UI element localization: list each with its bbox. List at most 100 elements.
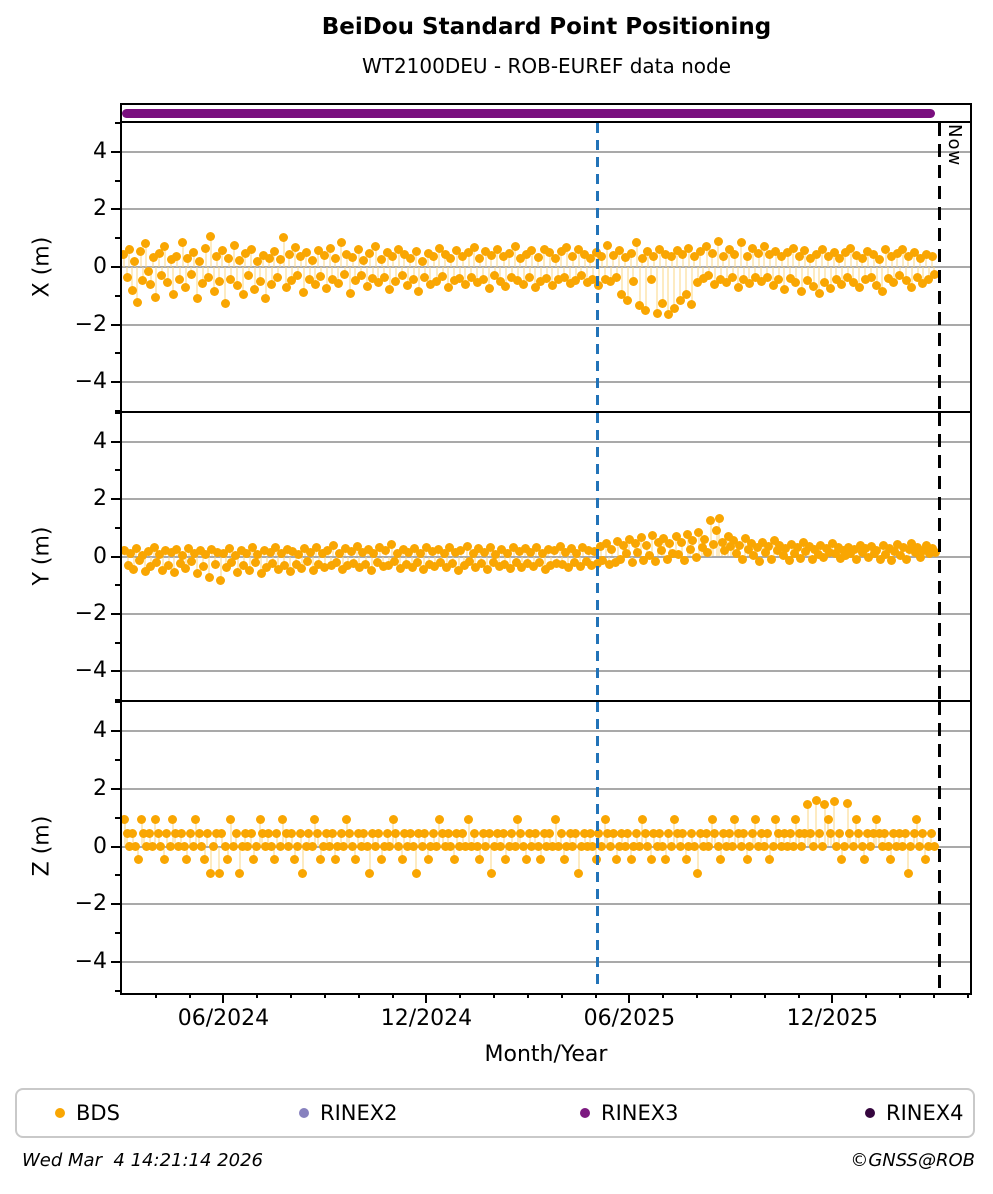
error-stem: [458, 267, 461, 279]
scatter-point: [616, 554, 626, 564]
scatter-point: [571, 828, 581, 838]
scatter-point: [139, 828, 149, 838]
scatter-point: [282, 544, 292, 554]
scatter-point: [672, 245, 682, 255]
scatter-point: [131, 543, 141, 553]
error-stem: [712, 544, 715, 557]
scatter-point: [449, 855, 459, 864]
error-stem: [455, 833, 458, 847]
error-stem: [544, 556, 547, 570]
scatter-point: [774, 275, 784, 285]
scatter-point: [543, 544, 553, 554]
scatter-point: [198, 562, 208, 572]
grid-line: [122, 787, 970, 790]
scatter-point: [181, 564, 191, 574]
scatter-point: [889, 278, 899, 288]
scatter-point: [511, 558, 521, 568]
error-stem: [597, 267, 600, 286]
error-stem: [913, 252, 916, 267]
scatter-point: [209, 286, 219, 296]
error-stem: [635, 833, 638, 847]
error-stem: [374, 246, 377, 267]
error-stem: [192, 252, 195, 267]
error-stem: [267, 833, 270, 847]
scatter-point: [817, 245, 827, 255]
scatter-point: [405, 828, 415, 838]
error-stem: [729, 546, 732, 557]
scatter-point: [929, 269, 939, 279]
x-minor-tick: [662, 993, 665, 998]
scatter-point: [771, 246, 780, 256]
scatter-point: [614, 245, 624, 255]
error-stem: [626, 833, 629, 847]
error-stem: [340, 242, 343, 267]
scatter-point: [450, 547, 460, 557]
scatter-point: [527, 245, 537, 255]
error-stem: [167, 556, 170, 566]
scatter-point: [642, 540, 652, 550]
error-stem: [896, 253, 899, 267]
scatter-point: [124, 244, 134, 254]
scatter-point: [238, 289, 248, 299]
y-axis-title-z: Z (m): [29, 815, 55, 877]
scatter-point: [565, 279, 575, 289]
scatter-point: [904, 544, 914, 554]
scatter-point: [852, 554, 862, 564]
scatter-point: [458, 252, 468, 262]
scatter-point: [787, 539, 797, 549]
error-stem: [534, 833, 537, 847]
x-major-tick: [628, 993, 631, 1003]
scatter-point: [581, 557, 591, 567]
scatter-point: [930, 547, 940, 557]
scatter-point: [736, 842, 746, 851]
error-stem: [818, 267, 821, 294]
panel-divider-y-z: [122, 700, 970, 702]
error-stem: [438, 248, 441, 267]
error-stem: [890, 256, 893, 267]
scatter-point: [434, 814, 444, 824]
scatter-point: [313, 828, 322, 838]
y-tick-label: 0: [93, 543, 107, 569]
error-stem: [514, 246, 517, 267]
scatter-point: [575, 562, 585, 572]
scatter-point: [841, 550, 851, 560]
error-stem: [317, 250, 320, 267]
scatter-point: [345, 288, 355, 298]
chart-title: BeiDou Standard Point Positioning: [321, 14, 772, 40]
scatter-point: [509, 543, 519, 553]
error-stem: [282, 237, 285, 267]
scatter-point: [653, 537, 663, 547]
error-stem: [766, 267, 769, 278]
scatter-point: [574, 869, 584, 879]
error-stem: [713, 833, 716, 847]
error-stem: [652, 833, 655, 847]
error-stem: [609, 267, 612, 282]
error-stem: [274, 547, 277, 557]
scatter-point: [536, 276, 546, 286]
scatter-point: [718, 828, 728, 838]
scatter-point: [421, 542, 431, 552]
scatter-point: [160, 545, 170, 555]
y-minor-tick: [115, 990, 120, 992]
rinex4-marker-icon: [865, 1108, 875, 1118]
error-stem: [768, 254, 771, 267]
scatter-point: [903, 251, 913, 261]
scatter-point: [227, 558, 237, 568]
error-stem: [705, 833, 708, 847]
panel-x: [122, 123, 970, 411]
scatter-point: [170, 828, 180, 838]
scatter-point: [892, 842, 902, 851]
error-stem: [583, 833, 586, 847]
error-stem: [173, 556, 176, 573]
scatter-point: [588, 842, 598, 851]
error-stem: [798, 256, 801, 267]
scatter-point: [169, 567, 179, 577]
error-stem: [881, 267, 884, 292]
scatter-point: [206, 869, 216, 879]
scatter-point: [788, 842, 798, 851]
error-stem: [586, 267, 589, 283]
error-stem: [357, 249, 360, 267]
scatter-point: [294, 549, 304, 559]
y-minor-tick: [115, 641, 120, 644]
scatter-point: [124, 842, 134, 851]
